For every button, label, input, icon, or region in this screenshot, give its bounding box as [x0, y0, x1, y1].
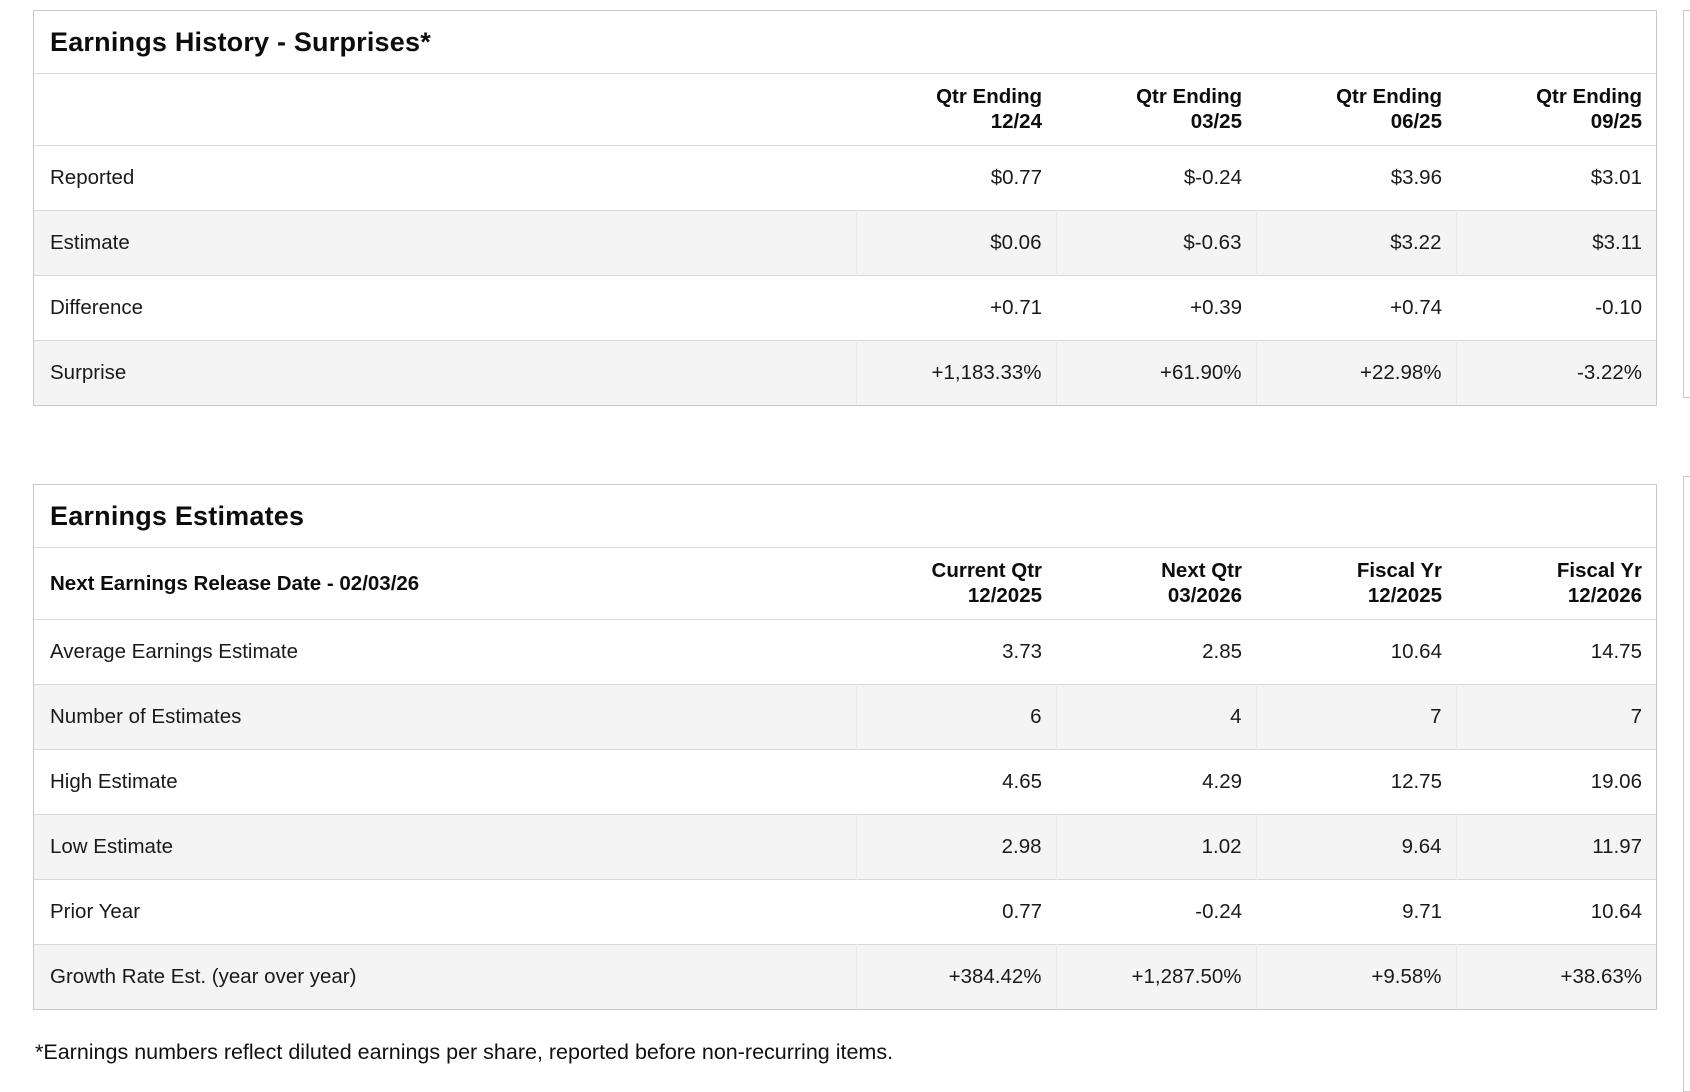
adjacent-panel-fragment-top [1683, 10, 1690, 398]
column-header-current-qtr: Current Qtr 12/2025 [931, 558, 1042, 608]
column-header-fiscal-yr-2025: Fiscal Yr 12/2025 [1356, 558, 1442, 608]
earnings-history-title: Earnings History - Surprises* [34, 11, 1656, 74]
earnings-history-panel: Earnings History - Surprises* Qtr Ending… [33, 10, 1657, 406]
column-header-qtr-0925: Qtr Ending 09/25 [1536, 85, 1642, 134]
earnings-history-header-row: Qtr Ending 12/24 Qtr Ending 03/25 Qtr En… [34, 74, 1656, 145]
next-earnings-release-date: Next Earnings Release Date - 02/03/26 [50, 571, 420, 595]
earnings-estimates-panel: Earnings Estimates Next Earnings Release… [33, 483, 1657, 1010]
earnings-estimates-header-row: Next Earnings Release Date - 02/03/26 Cu… [34, 548, 1656, 619]
table-row-prior-year: Prior Year 0.77 -0.24 9.71 10.64 [34, 879, 1656, 944]
table-row-surprise: Surprise +1,183.33% +61.90% +22.98% -3.2… [34, 340, 1656, 405]
column-header-next-qtr: Next Qtr 03/2026 [1161, 558, 1242, 608]
earnings-page: Earnings History - Surprises* Qtr Ending… [33, 10, 1657, 1065]
column-header-fiscal-yr-2026: Fiscal Yr 12/2026 [1556, 558, 1642, 608]
earnings-history-table: Qtr Ending 12/24 Qtr Ending 03/25 Qtr En… [34, 74, 1656, 405]
table-row-reported: Reported $0.77 $-0.24 $3.96 $3.01 [34, 145, 1656, 210]
column-header-qtr-0325: Qtr Ending 03/25 [1136, 85, 1242, 134]
column-header-qtr-0625: Qtr Ending 06/25 [1336, 85, 1442, 134]
earnings-history-corner-cell [34, 74, 856, 145]
earnings-estimates-title: Earnings Estimates [34, 485, 1656, 548]
earnings-footnote: *Earnings numbers reflect diluted earnin… [35, 1039, 894, 1064]
panel-gap [33, 406, 1657, 484]
table-row-number-of-estimates: Number of Estimates 6 4 7 7 [34, 684, 1656, 750]
column-header-qtr-1224: Qtr Ending 12/24 [936, 85, 1042, 134]
adjacent-panel-fragment-bottom [1683, 476, 1690, 1092]
table-row-growth-rate-est: Growth Rate Est. (year over year) +384.4… [34, 944, 1656, 1009]
table-row-average-earnings-estimate: Average Earnings Estimate 3.73 2.85 10.6… [34, 619, 1656, 684]
table-row-low-estimate: Low Estimate 2.98 1.02 9.64 11.97 [34, 814, 1656, 880]
table-row-estimate: Estimate $0.06 $-0.63 $3.22 $3.11 [34, 210, 1656, 276]
earnings-estimates-table: Next Earnings Release Date - 02/03/26 Cu… [34, 548, 1656, 1009]
table-row-difference: Difference +0.71 +0.39 +0.74 -0.10 [34, 275, 1656, 340]
table-row-high-estimate: High Estimate 4.65 4.29 12.75 19.06 [34, 749, 1656, 814]
